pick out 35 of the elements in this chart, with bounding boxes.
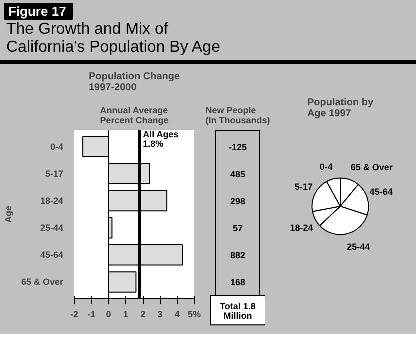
- x-tick-label: 0: [106, 310, 112, 320]
- slice-label: 45-64: [370, 187, 393, 198]
- x-tick-label: 3: [158, 310, 163, 320]
- chart-subtitle: Annual Average Percent Change: [100, 106, 169, 126]
- text: New People (In Thousands): [206, 106, 270, 126]
- data-label: 298: [230, 196, 246, 206]
- data-label: 882: [230, 250, 246, 261]
- text: The Growth and Mix of California's Population By Age: [6, 21, 220, 56]
- x-tick-label: -2: [70, 310, 79, 320]
- data-label: 168: [230, 278, 246, 288]
- slice-label: 0-4: [320, 162, 333, 172]
- slice-label: 5-17: [294, 182, 313, 192]
- x-tick-label: 2: [140, 310, 146, 320]
- x-tick-label: -1: [88, 310, 96, 320]
- y-tick-label: 45-64: [40, 250, 64, 260]
- x-tick-label: 1: [123, 310, 128, 320]
- chart-title: Population Change 1997-2000: [88, 72, 180, 94]
- y-tick-label: 0-4: [50, 142, 64, 152]
- y-tick-label: 65 & Over: [21, 277, 64, 288]
- chart-title: Population by Age 1997: [307, 98, 374, 120]
- slice-label: 25-44: [347, 242, 370, 252]
- data-label: 485: [230, 169, 246, 180]
- data-label: 57: [232, 224, 244, 234]
- text: Total 1.8 Million: [220, 302, 256, 322]
- y-tick-label: 25-44: [40, 223, 64, 234]
- x-tick-label: 5%: [188, 310, 202, 320]
- y-tick-label: 5-17: [45, 168, 64, 179]
- slice-label: 65 & Over: [350, 162, 394, 173]
- caption: Figure 17: [8, 4, 66, 19]
- x-tick-label: 4: [174, 310, 180, 320]
- y-axis-title: Age: [3, 206, 14, 223]
- ref-line-label: All Ages 1.8%: [143, 130, 179, 150]
- data-label: -125: [228, 142, 248, 152]
- slice-label: 18-24: [290, 223, 314, 234]
- y-tick-label: 18-24: [40, 196, 64, 206]
